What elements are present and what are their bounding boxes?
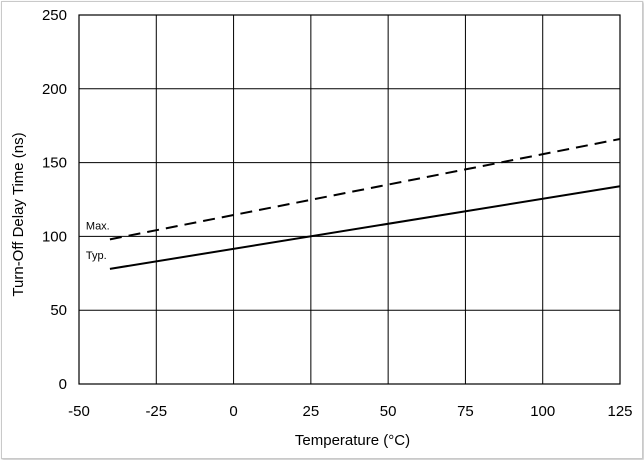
x-tick-label: 50 [380, 403, 397, 420]
series-label: Max. [86, 220, 110, 232]
x-tick-label: 25 [303, 403, 320, 420]
x-tick-label: 75 [457, 403, 474, 420]
y-tick-label: 100 [42, 228, 67, 245]
x-tick-label: 100 [530, 403, 555, 420]
y-tick-label: 250 [42, 7, 67, 24]
x-tick-label: 125 [607, 403, 632, 420]
x-axis-title: Temperature (°C) [295, 432, 410, 449]
y-axis-title: Turn-Off Delay Time (ns) [10, 132, 27, 296]
y-tick-label: 0 [59, 376, 67, 393]
x-tick-label: -25 [145, 403, 167, 420]
x-tick-label: 0 [229, 403, 237, 420]
series-label: Typ. [86, 250, 107, 262]
series-group: Max. Typ. [86, 138, 621, 270]
x-tick-labels: -50 -25 0 25 50 75 100 125 [68, 403, 632, 420]
x-tick-label: -50 [68, 403, 90, 420]
series-line-typ [109, 185, 621, 270]
plot-area [78, 14, 621, 385]
series-line-max [109, 138, 621, 241]
y-tick-labels: 0 50 100 150 200 250 [42, 7, 67, 393]
y-tick-label: 150 [42, 155, 67, 172]
y-tick-label: 50 [50, 302, 67, 319]
y-tick-label: 200 [42, 81, 67, 98]
